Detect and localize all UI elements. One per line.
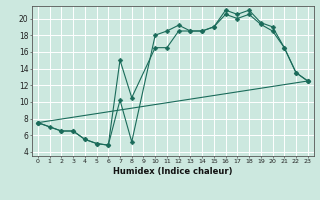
X-axis label: Humidex (Indice chaleur): Humidex (Indice chaleur) (113, 167, 233, 176)
